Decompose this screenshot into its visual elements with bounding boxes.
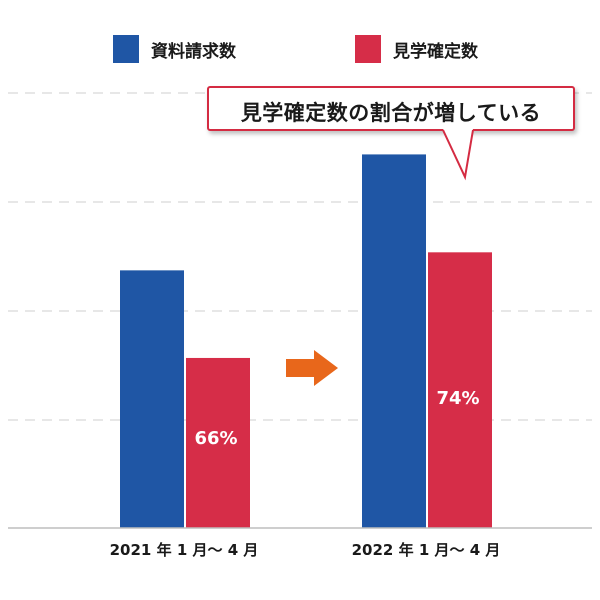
x-tick-label-2022: 2022 年 1 月〜 4 月 [351,541,501,559]
legend-swatch-blue [113,35,139,63]
callout-tail [442,129,474,181]
bars [120,154,492,529]
legend-label-shiryo: 資料請求数 [151,41,236,62]
legend-item-kengaku: 見学確定数 [355,34,478,64]
data-label-2022: 74% [436,388,480,409]
orange-arrow-icon [286,350,338,386]
callout-text: 見学確定数の割合が増している [240,101,542,125]
bar-kengaku-1 [428,252,492,529]
legend-label-kengaku: 見学確定数 [393,41,478,62]
bar-shiryo-0 [120,270,184,528]
data-label-2021: 66% [194,428,238,449]
bar-shiryo-1 [362,154,426,529]
callout-box: 見学確定数の割合が増している [207,86,575,131]
legend-item-shiryo: 資料請求数 [113,34,236,64]
x-tick-label-2021: 2021 年 1 月〜 4 月 [109,541,259,559]
legend-swatch-red [355,35,381,63]
bar-kengaku-0 [186,357,250,528]
